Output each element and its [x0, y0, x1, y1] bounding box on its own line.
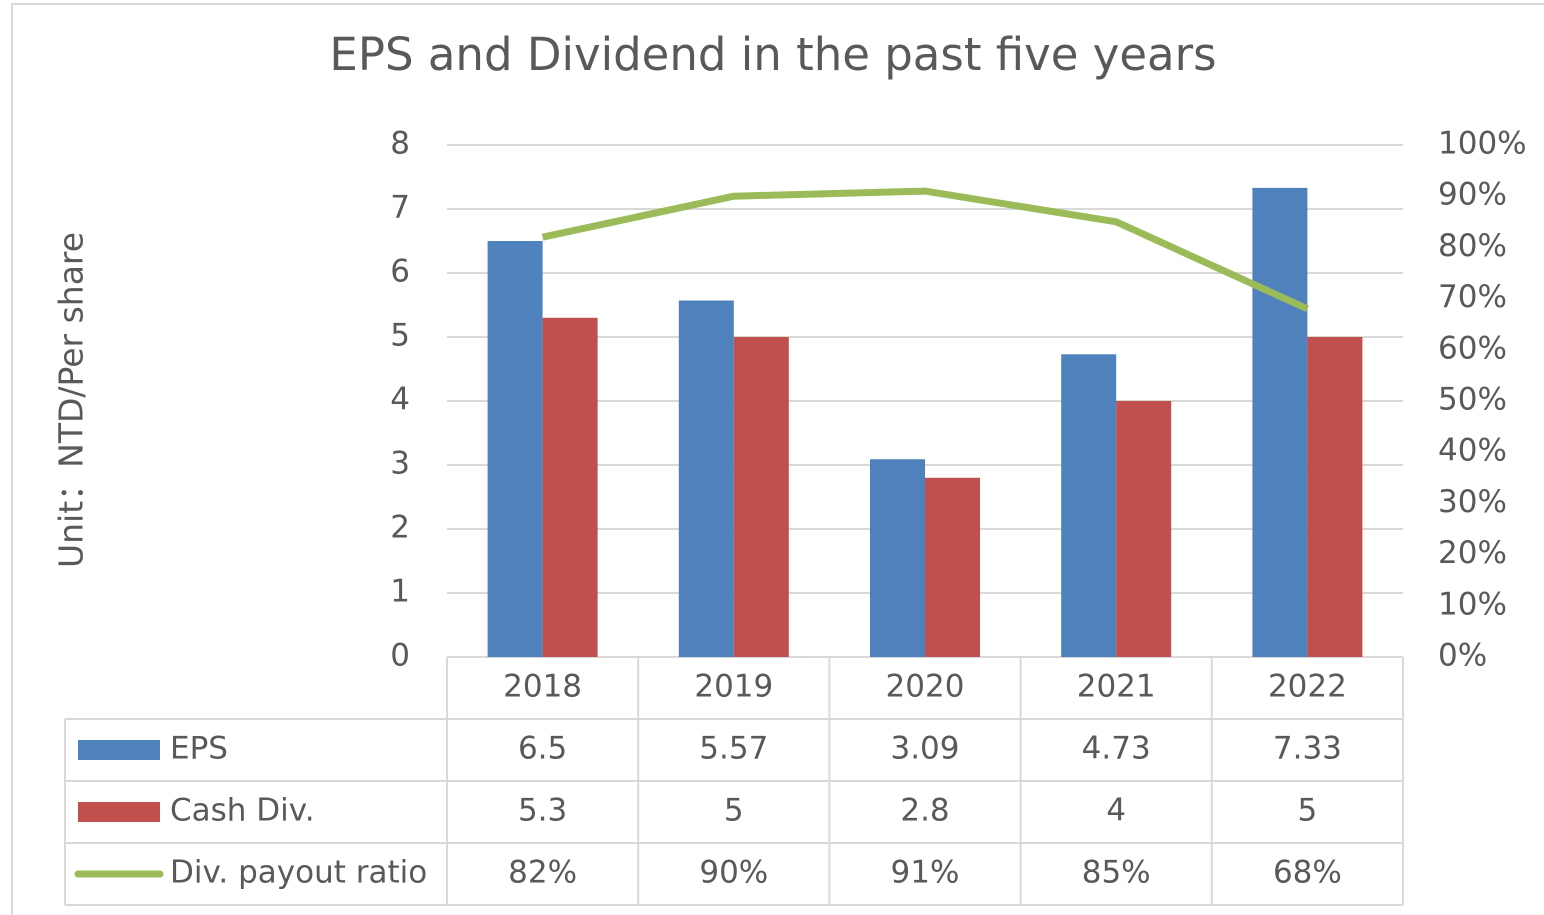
table-value: 3.09 — [890, 731, 959, 767]
y2-tick-label: 0% — [1438, 638, 1487, 674]
bar — [1307, 337, 1363, 657]
bar — [733, 337, 789, 657]
table-value: 85% — [1082, 855, 1151, 891]
y-tick-label: 1 — [390, 574, 410, 610]
y-tick-label: 2 — [390, 510, 410, 546]
legend-label: Cash Div. — [170, 793, 315, 829]
table-value: 5.3 — [518, 793, 567, 829]
line — [541, 187, 1309, 313]
x-tick-label: 2021 — [1077, 669, 1156, 705]
table-value: 5 — [1298, 793, 1318, 829]
table-value: 5.57 — [699, 731, 768, 767]
y2-tick-label: 20% — [1438, 535, 1507, 571]
x-tick-label: 2020 — [886, 669, 965, 705]
y2-tick-label: 80% — [1438, 228, 1507, 264]
bar — [678, 300, 734, 657]
y2-tick-label: 10% — [1438, 586, 1507, 622]
y2-tick-label: 90% — [1438, 177, 1507, 213]
table-value: 5 — [724, 793, 744, 829]
bar — [925, 477, 980, 657]
table-value: 6.5 — [518, 731, 567, 767]
y2-tick-label: 40% — [1438, 433, 1507, 469]
table-value: 90% — [699, 855, 768, 891]
table-value: 4 — [1106, 793, 1126, 829]
legend-key — [78, 740, 160, 760]
table-value: 4.73 — [1082, 731, 1151, 767]
legend-label: EPS — [170, 731, 228, 767]
y-tick-label: 8 — [390, 126, 410, 162]
y2-tick-label: 50% — [1438, 382, 1507, 418]
bar — [1061, 354, 1117, 657]
y2-tick-label: 70% — [1438, 279, 1507, 315]
y-tick-label: 5 — [390, 318, 410, 354]
y-tick-label: 3 — [390, 446, 410, 482]
bar — [487, 241, 543, 657]
table-value: 7.33 — [1273, 731, 1342, 767]
y2-tick-label: 30% — [1438, 484, 1507, 520]
bar — [542, 317, 598, 657]
legend-label: Div. payout ratio — [170, 855, 427, 891]
y-axis-label: Unit：NTD/Per share — [52, 232, 91, 568]
legend-key — [78, 802, 160, 822]
table-value: 2.8 — [900, 793, 949, 829]
table-value: 68% — [1273, 855, 1342, 891]
x-tick-label: 2022 — [1268, 669, 1347, 705]
y-tick-label: 7 — [390, 190, 410, 226]
y-tick-label: 0 — [390, 638, 410, 674]
x-tick-label: 2019 — [694, 669, 773, 705]
y-tick-label: 6 — [390, 254, 410, 290]
y2-tick-label: 100% — [1438, 126, 1527, 162]
bar — [1116, 401, 1172, 657]
bar — [870, 459, 925, 657]
table-value: 91% — [891, 855, 960, 891]
y2-tick-label: 60% — [1438, 330, 1507, 366]
table-value: 82% — [508, 855, 577, 891]
chart-title: EPS and Dividend in the past five years — [329, 28, 1216, 81]
x-tick-label: 2018 — [503, 669, 582, 705]
bar — [1252, 187, 1308, 657]
y-tick-label: 4 — [390, 382, 410, 418]
